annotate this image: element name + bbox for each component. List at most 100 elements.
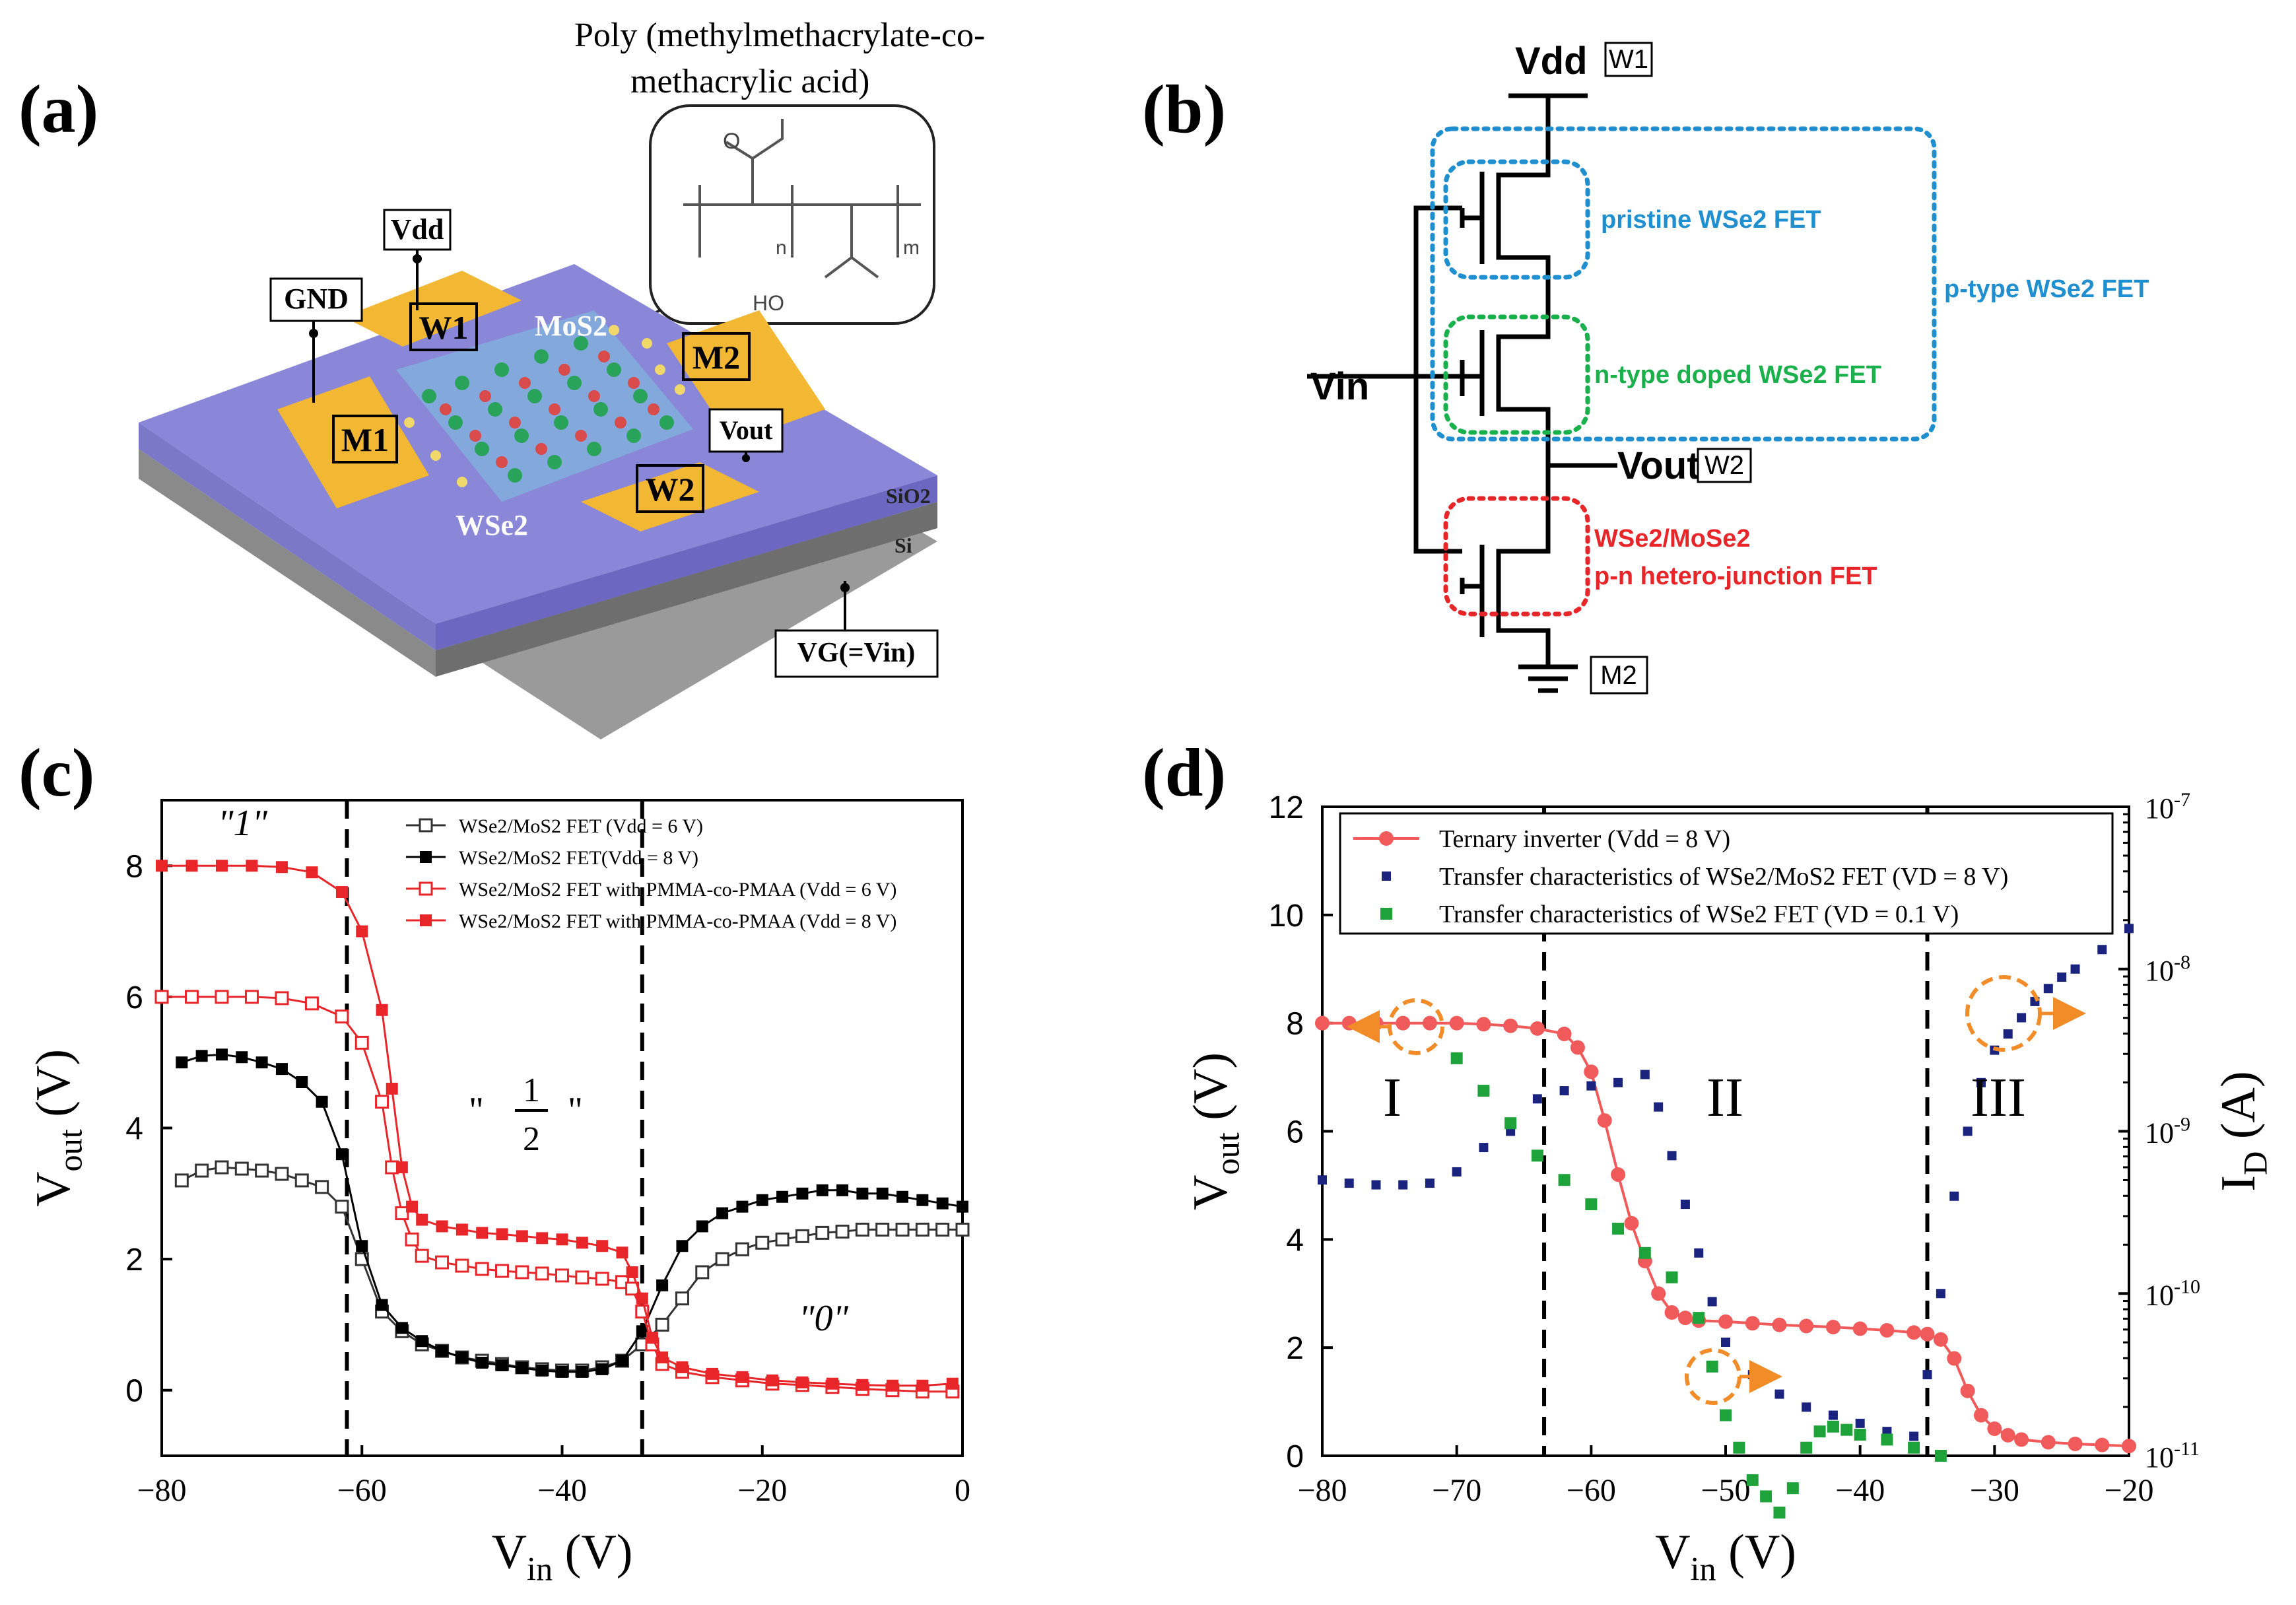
circuit-m2: M2 — [1600, 661, 1637, 690]
data-point — [406, 1200, 419, 1213]
data-point — [576, 1365, 588, 1378]
data-point — [836, 1184, 849, 1196]
data-point — [2095, 1437, 2110, 1452]
data-point — [756, 1194, 768, 1206]
data-point — [1721, 1337, 1730, 1347]
series-1 — [1318, 924, 2134, 1441]
y-tick-label: 0 — [1286, 1439, 1304, 1474]
data-point — [636, 1292, 648, 1305]
data-point — [916, 1194, 929, 1206]
y2-tick-label: 10-8 — [2145, 951, 2190, 987]
data-point — [675, 1291, 689, 1306]
data-point — [795, 1229, 809, 1243]
data-point — [405, 1232, 419, 1246]
data-point — [715, 1252, 729, 1266]
panel-c: (c) −80 −60 −40 −20 0 0 2 4 6 8 Vin (V) Vout (V) WSe… — [18, 735, 970, 1588]
y-tick-label: 8 — [1286, 1007, 1304, 1042]
data-point — [1677, 1311, 1693, 1326]
data-point — [2057, 973, 2067, 982]
data-point — [176, 1056, 188, 1069]
data-point — [1909, 1431, 1919, 1441]
data-point — [1504, 1117, 1517, 1130]
data-point — [215, 1160, 229, 1175]
data-point — [616, 1355, 628, 1367]
data-point — [476, 1356, 489, 1369]
x-tick-label: −80 — [137, 1473, 186, 1508]
data-point — [1693, 1312, 1705, 1324]
data-point — [255, 1056, 268, 1069]
data-point — [234, 1161, 249, 1176]
legend-label: WSe2/MoS2 FET (Vdd = 6 V) — [459, 815, 703, 837]
data-point — [1654, 1102, 1664, 1112]
chemical-structure: O n m HO — [610, 104, 935, 335]
x-tick-label: −50 — [1701, 1473, 1750, 1508]
data-point — [915, 1222, 929, 1237]
data-point — [1773, 1507, 1786, 1519]
data-point — [1745, 1316, 1760, 1331]
label-ptype-wse2: p-type WSe2 FET — [1944, 275, 2149, 303]
circuit-wires — [1307, 93, 1617, 693]
label-gnd: GND — [284, 283, 349, 315]
data-point — [215, 990, 229, 1004]
data-point — [294, 1173, 309, 1188]
data-point — [475, 1262, 489, 1276]
state-0-label: "0" — [799, 1298, 849, 1339]
data-point — [676, 1361, 689, 1373]
data-point — [246, 860, 258, 872]
data-point — [536, 1232, 549, 1245]
y-tick-label: 4 — [125, 1112, 143, 1147]
data-point — [376, 1299, 388, 1311]
x-tick-label: −70 — [1432, 1473, 1481, 1508]
data-point — [696, 1220, 708, 1233]
label-mos2: MoS2 — [535, 310, 607, 342]
data-point — [1422, 1015, 1437, 1031]
circuit-w2: W2 — [1705, 451, 1744, 480]
mos2-wse2-flake — [396, 310, 693, 502]
data-point — [2014, 1432, 2029, 1447]
data-point — [595, 1272, 609, 1286]
legend-label: WSe2/MoS2 FET with PMMA-co-PMAA (Vdd = 8… — [459, 910, 896, 932]
data-point — [1973, 1408, 1988, 1423]
data-point — [2124, 924, 2134, 934]
data-point — [335, 1148, 348, 1161]
data-point — [535, 1266, 549, 1281]
series-line — [181, 1053, 963, 1373]
x-axis-label: Vin (V) — [492, 1525, 633, 1588]
data-point — [2122, 1439, 2136, 1454]
data-point — [1532, 1094, 1542, 1104]
series-line — [1322, 1021, 2130, 1448]
y-axis-label: Vout (V) — [1184, 1052, 1246, 1210]
circuit-vdd: Vdd — [1515, 40, 1588, 83]
data-point — [335, 886, 348, 899]
circuit-highlight-boxes — [1430, 126, 1937, 617]
data-point — [1706, 1360, 1718, 1373]
y2-tick-label: 10-9 — [2145, 1114, 2190, 1149]
data-point — [1908, 1441, 1920, 1454]
data-point — [766, 1374, 778, 1386]
data-point — [856, 1187, 869, 1200]
label-hetero-2: p-n hetero-junction FET — [1594, 563, 1877, 590]
label-si: Si — [895, 533, 912, 557]
legend-marker — [420, 851, 432, 863]
legend-box — [1339, 812, 2114, 935]
data-point — [2041, 1435, 2056, 1450]
data-point — [1774, 1389, 1784, 1399]
data-point — [455, 1258, 469, 1273]
data-point — [1476, 1017, 1491, 1032]
data-point — [1936, 1289, 1945, 1299]
circuit-vout: Vout — [1617, 444, 1700, 487]
data-point — [355, 1035, 369, 1050]
data-point — [636, 1325, 648, 1338]
x-tick-label: −80 — [1297, 1473, 1347, 1508]
series-3 — [156, 860, 959, 1392]
data-point — [1922, 1370, 1932, 1380]
panel-b: (b) Vdd W1 Vin Vout W2 M2 pristine WSe2 — [1142, 40, 2149, 695]
data-point — [946, 1377, 959, 1390]
legend: WSe2/MoS2 FET (Vdd = 6 V) WSe2/MoS2 FET(V… — [406, 815, 896, 932]
data-point — [1558, 1174, 1570, 1186]
data-point — [626, 1266, 638, 1278]
legend-label: WSe2/MoS2 FET with PMMA-co-PMAA (Vdd = 6… — [459, 879, 896, 901]
data-point — [1746, 1474, 1759, 1486]
electrode-w2 — [581, 462, 759, 531]
